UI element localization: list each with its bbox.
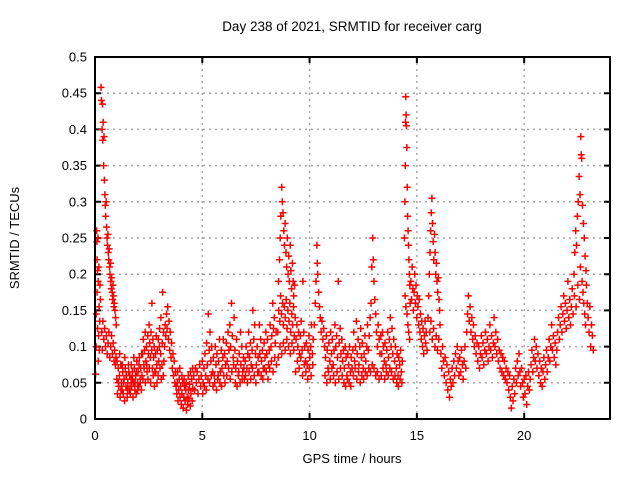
chart-title: Day 238 of 2021, SRMTID for receiver car…	[222, 19, 482, 34]
y-tick-label: 0	[80, 412, 87, 427]
x-axis-label: GPS time / hours	[303, 451, 402, 466]
grid-layer	[95, 57, 610, 419]
y-tick-label: 0.15	[62, 303, 87, 318]
y-tick-label: 0.05	[62, 375, 87, 390]
y-tick-label: 0.45	[62, 86, 87, 101]
y-tick-label: 0.5	[69, 50, 87, 65]
x-tick-label: 10	[302, 428, 316, 443]
x-tick-label: 0	[91, 428, 98, 443]
y-axis-label: SRMTID / TECUs	[7, 186, 22, 289]
x-tick-label: 5	[199, 428, 206, 443]
x-tick-label: 15	[410, 428, 424, 443]
y-tick-label: 0.2	[69, 267, 87, 282]
y-tick-label: 0.4	[69, 122, 87, 137]
x-tick-label: 20	[517, 428, 531, 443]
y-tick-label: 0.25	[62, 231, 87, 246]
tick-labels-layer: 0 5 10 15 20 0 0.05 0.1 0.15 0.2 0.25 0.3 0.35 0.4 0.4…	[62, 50, 532, 444]
plot-border	[94, 56, 611, 420]
y-tick-label: 0.3	[69, 194, 87, 209]
y-tick-label: 0.35	[62, 158, 87, 173]
y-tick-label: 0.1	[69, 339, 87, 354]
